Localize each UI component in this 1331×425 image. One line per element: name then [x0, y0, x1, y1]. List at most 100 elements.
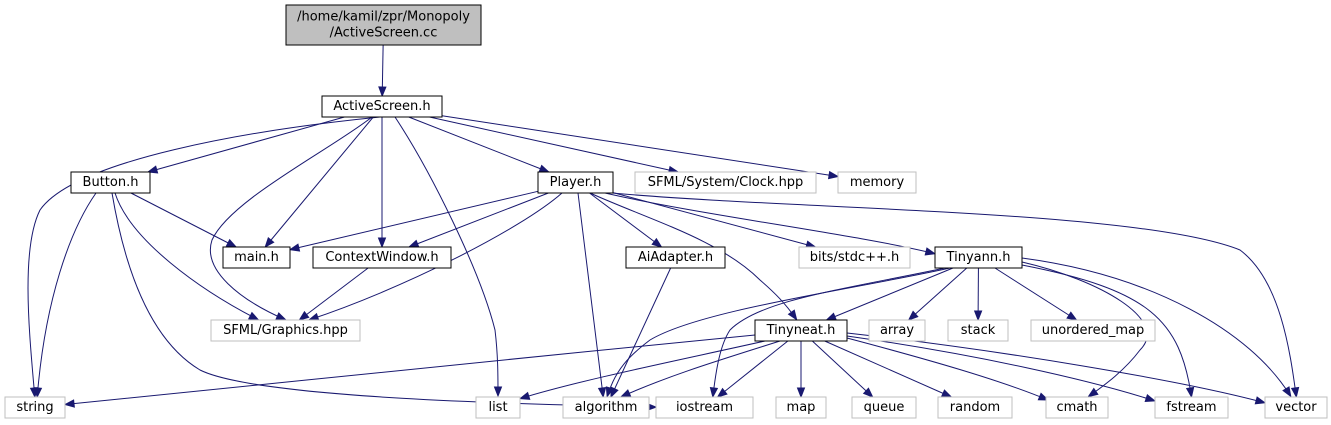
- node-label: fstream: [1166, 400, 1216, 415]
- edge-tinyneat_h-to-string: [63, 334, 756, 408]
- edge-arrowhead: [264, 236, 275, 249]
- node-box: [475, 396, 521, 419]
- edge-line: [408, 116, 549, 173]
- node-box: [222, 246, 291, 269]
- node-box: [868, 319, 926, 342]
- node-activescreen-h[interactable]: ActiveScreen.h: [321, 95, 443, 118]
- edge-activescreen_h-to-contextwindow_h: [377, 117, 387, 249]
- node-tinyneat-h[interactable]: Tinyneat.h: [754, 319, 848, 342]
- node-label: /home/kamil/zpr/Monopoly: [297, 10, 470, 25]
- edge-line: [114, 192, 259, 321]
- node-bits-stdcpp: bits/stdc++.h: [798, 246, 911, 269]
- edge-arrowhead: [924, 247, 937, 256]
- edge-line: [577, 192, 604, 397]
- edge-tinyneat_h-to-vector: [846, 332, 1267, 405]
- edge-tinyneat_h-to-cmath: [846, 337, 1050, 401]
- edge-arrowhead: [518, 391, 531, 400]
- edge-line: [811, 340, 874, 398]
- edge-tinyneat_h-to-queue: [811, 340, 874, 398]
- edge-line: [620, 340, 781, 398]
- node-label: map: [787, 400, 816, 415]
- node-box: [775, 396, 827, 419]
- node-box: [537, 171, 614, 194]
- node-button-h[interactable]: Button.h: [70, 171, 151, 194]
- edge-line: [846, 332, 1266, 404]
- node-label: main.h: [234, 250, 279, 265]
- edge-arrowhead: [796, 387, 806, 399]
- edge-tinyann_h-to-fstream: [1021, 264, 1195, 399]
- node-box: [1030, 319, 1156, 342]
- edge-arrowhead: [493, 386, 503, 398]
- edge-line: [589, 192, 798, 320]
- edge-line: [604, 192, 935, 255]
- node-box: [851, 396, 917, 419]
- node-label: queue: [864, 400, 905, 415]
- node-label: ActiveScreen.h: [333, 99, 430, 114]
- node-root[interactable]: /home/kamil/zpr/Monopoly/ActiveScreen.cc: [285, 4, 482, 46]
- edge-tinyann_h-to-unordered_map: [994, 267, 1078, 321]
- edge-arrowhead: [247, 311, 260, 321]
- node-iostream: iostream: [655, 396, 754, 419]
- edge-player_h-to-main_h: [288, 190, 539, 252]
- edge-line: [64, 334, 756, 405]
- edge-arrowhead: [787, 309, 798, 321]
- node-box: [655, 396, 754, 419]
- node-label: SFML/Graphics.hpp: [223, 323, 348, 338]
- node-label: string: [16, 400, 53, 415]
- node-label: array: [880, 323, 914, 338]
- node-stack: stack: [947, 319, 1009, 342]
- edge-tinyneat_h-to-map: [796, 341, 806, 399]
- edge-activescreen_h-to-main_h: [264, 116, 374, 249]
- node-map: map: [775, 396, 827, 419]
- node-box: [754, 319, 848, 342]
- node-label: vector: [1275, 400, 1317, 415]
- edge-arrowhead: [1290, 386, 1300, 399]
- edge-arrowhead: [275, 312, 287, 321]
- node-aiadapter-h[interactable]: AiAdapter.h: [625, 246, 726, 269]
- edge-arrowhead: [709, 387, 719, 399]
- edge-arrowhead: [597, 386, 607, 399]
- node-contextwindow-h[interactable]: ContextWindow.h: [312, 246, 452, 269]
- edge-activescreen_h-to-memory: [441, 115, 840, 180]
- node-label: Button.h: [83, 175, 139, 190]
- edge-button_h-to-string: [33, 192, 97, 399]
- node-player-h[interactable]: Player.h: [537, 171, 614, 194]
- edge-line: [130, 192, 237, 248]
- node-unordered-map: unordered_map: [1030, 319, 1156, 342]
- node-tinyann-h[interactable]: Tinyann.h: [934, 246, 1023, 269]
- node-box: [321, 95, 443, 118]
- edge-activescreen_h-to-list: [394, 116, 503, 398]
- edge-arrowhead: [1254, 396, 1267, 405]
- edge-line: [429, 116, 679, 173]
- edge-arrowhead: [907, 310, 919, 321]
- node-label: Tinyann.h: [946, 250, 1011, 265]
- edge-line: [519, 340, 766, 400]
- edge-tinyneat_h-to-fstream: [846, 335, 1157, 403]
- edge-tinyann_h-to-vector: [1021, 257, 1292, 398]
- edge-button_h-to-main_h: [130, 192, 238, 248]
- edge-player_h-to-tinyann_h: [604, 192, 937, 256]
- edge-tinyann_h-to-array: [907, 267, 968, 321]
- node-label: AiAdapter.h: [638, 250, 713, 265]
- node-vector: vector: [1264, 396, 1328, 419]
- node-box: [1154, 396, 1229, 419]
- node-label: iostream: [676, 400, 733, 415]
- edge-line: [717, 340, 789, 398]
- node-label: algorithm: [575, 400, 638, 415]
- edge-line: [1021, 264, 1192, 397]
- edge-line: [289, 190, 539, 251]
- node-random: random: [937, 396, 1013, 419]
- edge-line: [264, 116, 374, 248]
- node-label: list: [488, 400, 507, 415]
- node-box: [285, 4, 482, 46]
- edge-arrowhead: [298, 310, 310, 321]
- node-box: [798, 246, 911, 269]
- node-main-h[interactable]: main.h: [222, 246, 291, 269]
- node-box: [4, 396, 66, 419]
- edge-activescreen_h-to-player_h: [408, 116, 551, 173]
- node-label: ContextWindow.h: [325, 250, 438, 265]
- edge-arrowhead: [862, 387, 874, 398]
- edge-root-to-activescreen_h: [378, 44, 387, 98]
- node-algorithm: algorithm: [562, 396, 650, 419]
